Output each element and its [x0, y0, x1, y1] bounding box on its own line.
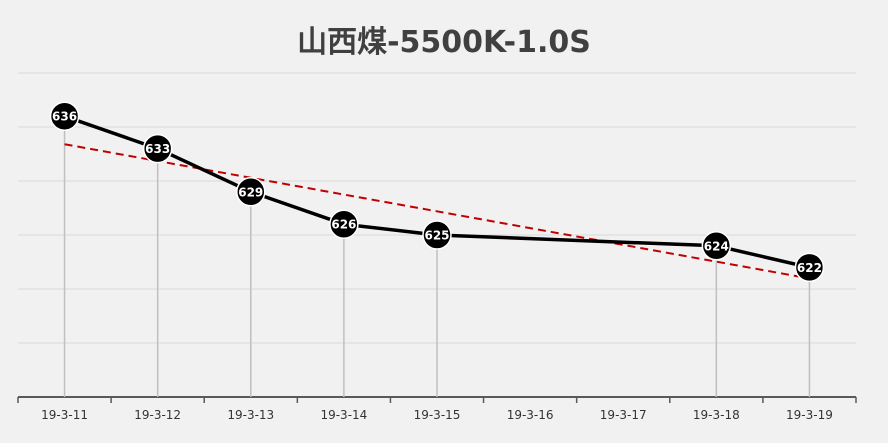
drop-lines	[63, 116, 811, 397]
data-label-19-3-19: 622	[797, 261, 822, 275]
markers	[49, 101, 825, 283]
data-point-19-3-14	[329, 209, 359, 239]
data-point-19-3-12	[142, 133, 173, 164]
x-tick-label-19-3-19: 19-3-19	[786, 408, 833, 422]
linear-trendline	[64, 143, 810, 280]
data-labels: 636 633 629 626 625 624 622	[52, 110, 822, 275]
data-point-19-3-19	[794, 252, 825, 283]
data-label-19-3-15: 625	[424, 229, 449, 243]
data-point-19-3-13	[236, 177, 266, 207]
x-tick-label-19-3-14: 19-3-14	[320, 408, 367, 422]
data-label-19-3-11: 636	[52, 110, 77, 124]
data-label-19-3-14: 626	[331, 218, 356, 232]
x-tick-label-19-3-12: 19-3-12	[134, 408, 181, 422]
x-axis	[17, 396, 857, 403]
chart-title: 山西煤-5500K-1.0S	[297, 25, 591, 60]
data-point-19-3-11	[49, 101, 80, 131]
x-tick-label-19-3-17: 19-3-17	[600, 408, 647, 422]
data-point-19-3-15	[422, 220, 452, 250]
data-label-19-3-13: 629	[238, 185, 263, 199]
x-tick-label-19-3-16: 19-3-16	[507, 408, 554, 422]
trendline-layer	[64, 143, 810, 280]
data-point-19-3-18	[701, 231, 732, 261]
x-tick-label-19-3-18: 19-3-18	[693, 408, 740, 422]
x-tick-label-19-3-11: 19-3-11	[41, 408, 88, 422]
x-tick-labels: 19-3-11 19-3-12 19-3-13 19-3-14 19-3-15 19-3-…	[41, 408, 833, 422]
data-label-19-3-12: 633	[145, 142, 170, 156]
x-tick-label-19-3-15: 19-3-15	[414, 408, 461, 422]
data-label-19-3-18: 624	[704, 239, 729, 253]
x-tick-label-19-3-13: 19-3-13	[227, 408, 274, 422]
